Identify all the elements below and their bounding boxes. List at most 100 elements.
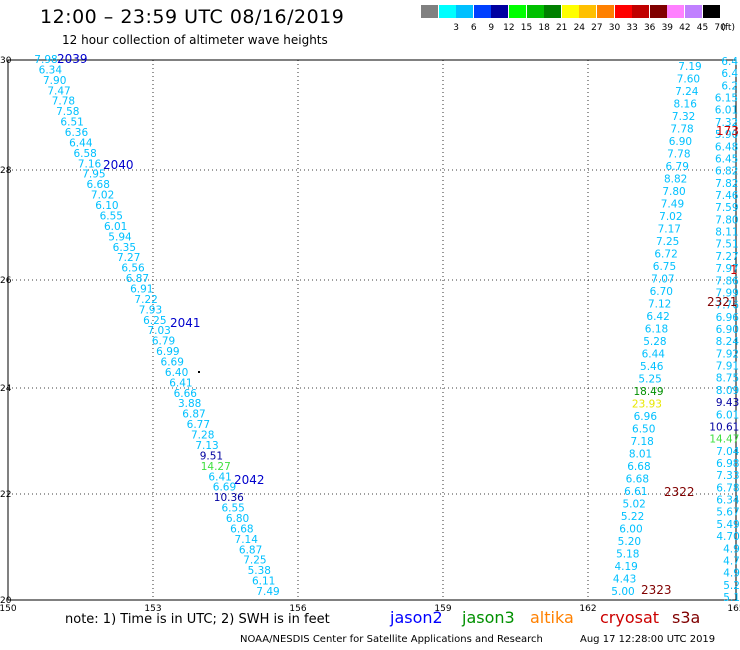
credit-line: NOAA/NESDIS Center for Satellite Applica… — [240, 634, 543, 645]
swh-value: 6.50 — [632, 424, 655, 436]
swh-value: 5.25 — [638, 374, 661, 386]
legend-altika: altika — [530, 608, 574, 627]
swh-value: 7.60 — [677, 74, 700, 86]
y-tick-label: 30 — [0, 56, 12, 66]
pass-time-label: 2323 — [641, 583, 672, 597]
swh-value: 7.47 — [47, 85, 70, 97]
swh-value: 23.93 — [632, 399, 662, 411]
swh-value: 6.4 — [721, 68, 738, 80]
swh-value: 6.51 — [60, 117, 83, 129]
swh-value: 4.43 — [613, 574, 636, 586]
swh-value: 6.36 — [65, 127, 89, 139]
swh-value: 6.66 — [174, 388, 198, 400]
pass-time-label: 2321 — [707, 295, 738, 309]
swh-value: 3.88 — [178, 398, 201, 410]
swh-value: 6.41 — [208, 471, 231, 483]
swh-value: 7.25 — [656, 236, 679, 248]
map-subtitle: 12 hour collection of altimeter wave hei… — [62, 33, 328, 47]
swh-value: 6.2 — [721, 80, 738, 92]
swh-value: 7.93 — [139, 304, 162, 316]
swh-value: 5.49 — [716, 519, 739, 531]
swh-value: 6.87 — [126, 273, 149, 285]
swh-value: 7.02 — [659, 211, 682, 223]
swh-value: 7.13 — [195, 440, 218, 452]
y-tick-label: 22 — [0, 490, 11, 500]
swh-value: 6.00 — [619, 524, 642, 536]
swh-value: 7.32 — [672, 111, 695, 123]
swh-value: 6.79 — [152, 336, 175, 348]
swh-value: 5.2 — [723, 580, 740, 592]
swh-value: 7.51 — [715, 239, 738, 251]
swh-value: 6.61 — [624, 486, 647, 498]
scale-swatch — [491, 5, 509, 18]
swh-value: 7.19 — [678, 61, 701, 73]
swh-value: 7.78 — [670, 124, 693, 136]
scale-swatch — [579, 5, 597, 18]
pass-time-label: 2042 — [234, 473, 265, 487]
footer-note: note: 1) Time is in UTC; 2) SWH is in fe… — [65, 612, 330, 627]
swh-value: 6.80 — [226, 513, 249, 525]
swh-value: 6.69 — [213, 482, 236, 494]
swh-value: 6.56 — [121, 263, 145, 275]
swh-value: 6.25 — [143, 315, 166, 327]
swh-value: 6.68 — [627, 461, 650, 473]
swh-value: 7.90 — [43, 75, 66, 87]
x-tick-label: 150 — [0, 604, 17, 614]
swh-value: 6.01 — [104, 221, 127, 233]
scale-label: 27 — [591, 23, 603, 33]
swh-value: 5.38 — [248, 565, 271, 577]
swh-value: 6.90 — [669, 136, 692, 148]
scale-label: 18 — [538, 23, 550, 33]
swh-value: 5.22 — [621, 511, 644, 523]
swh-value: 6.75 — [653, 261, 676, 273]
swh-value: 6.55 — [221, 503, 244, 515]
swh-value: 5.90 — [715, 129, 738, 141]
pass-time-label: 2041 — [170, 316, 201, 330]
swh-value: 6.68 — [230, 523, 253, 535]
swh-value: 7.49 — [256, 586, 279, 598]
swh-value: 5.00 — [611, 586, 634, 598]
scale-swatch — [702, 5, 720, 18]
swh-value: 6.78 — [716, 482, 739, 494]
swh-value: 6.91 — [130, 283, 153, 295]
scale-label: 36 — [643, 23, 656, 33]
scale-label: 24 — [573, 23, 586, 33]
swh-value: 6.77 — [187, 419, 210, 431]
swh-value: 7.24 — [675, 86, 699, 98]
swh-value: 6.96 — [716, 312, 740, 324]
scale-unit: (ft) — [721, 23, 735, 33]
swh-value: 6.34 — [39, 64, 63, 76]
swh-value: 6.18 — [645, 324, 668, 336]
swh-value: 6.44 — [642, 349, 666, 361]
swh-value: 4.70 — [716, 531, 739, 543]
swh-value: 7.25 — [243, 555, 266, 567]
scale-label: 21 — [555, 23, 568, 33]
swh-value: 6.87 — [182, 409, 205, 421]
y-tick-label: 28 — [0, 166, 12, 176]
swh-value: 6.42 — [646, 311, 669, 323]
scale-label: 3 — [453, 23, 459, 33]
map-frame — [7, 59, 737, 601]
scale-label: 39 — [661, 23, 674, 33]
swh-value: 6.99 — [156, 346, 179, 358]
pass-time-label: 173 — [716, 124, 739, 138]
swh-value: 8.82 — [664, 174, 687, 186]
swh-value: 7.22 — [134, 294, 157, 306]
scale-label: 6 — [470, 23, 477, 33]
swh-value: 7.76 — [716, 300, 740, 312]
swh-value: 7.80 — [662, 186, 685, 198]
swh-value: 9.43 — [716, 397, 739, 409]
swh-value: 6.96 — [634, 411, 658, 423]
scale-swatch — [456, 5, 474, 18]
pass-time-label: 2040 — [103, 158, 134, 172]
map-title: 12:00 – 23:59 UTC 08/16/2019 — [40, 6, 345, 28]
swh-value: 6.98 — [716, 458, 739, 470]
swh-value: 6.4 — [721, 56, 738, 68]
legend-s3a: s3a — [672, 608, 701, 627]
swh-value: 7.02 — [91, 190, 114, 202]
swh-value: 14.47 — [709, 434, 739, 446]
pass-time-label: 1 — [730, 263, 738, 277]
scale-swatch — [473, 5, 491, 18]
scale-label: 9 — [488, 23, 495, 33]
legend-cryosat: cryosat — [600, 608, 660, 627]
